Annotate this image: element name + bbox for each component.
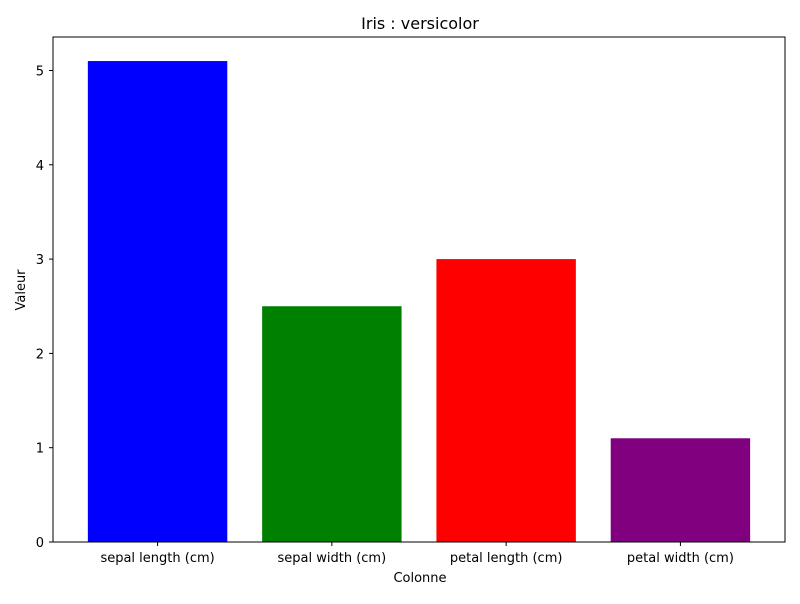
x-tick-label: petal width (cm) (627, 551, 734, 566)
x-tick-label: petal length (cm) (450, 551, 563, 566)
bar (436, 259, 576, 542)
ticks-layer: sepal length (cm) sepal width (cm) petal l… (36, 64, 734, 566)
x-tick-label: sepal width (cm) (278, 551, 387, 566)
y-tick-label: 4 (36, 159, 44, 174)
x-tick-label: sepal length (cm) (100, 551, 214, 566)
bar (610, 438, 751, 542)
bars-layer (87, 61, 751, 543)
y-tick-label: 3 (36, 253, 44, 268)
y-tick-label: 5 (36, 64, 44, 79)
y-tick-label: 2 (36, 347, 44, 362)
bar (87, 61, 228, 543)
bar (262, 306, 402, 542)
x-axis-label: Colonne (393, 571, 446, 586)
y-tick-label: 0 (36, 536, 44, 551)
plot-frame (52, 36, 786, 543)
chart-title: Iris : versicolor (361, 14, 479, 33)
y-tick-label: 1 (36, 442, 44, 457)
y-axis-label: Valeur (14, 269, 29, 311)
